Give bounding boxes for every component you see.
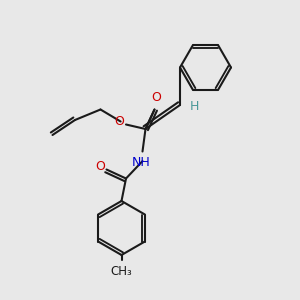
Text: O: O	[151, 91, 161, 104]
Text: O: O	[95, 160, 105, 173]
Text: NH: NH	[132, 156, 150, 169]
Text: O: O	[115, 115, 124, 128]
Text: H: H	[190, 100, 199, 113]
Text: CH₃: CH₃	[111, 265, 132, 278]
